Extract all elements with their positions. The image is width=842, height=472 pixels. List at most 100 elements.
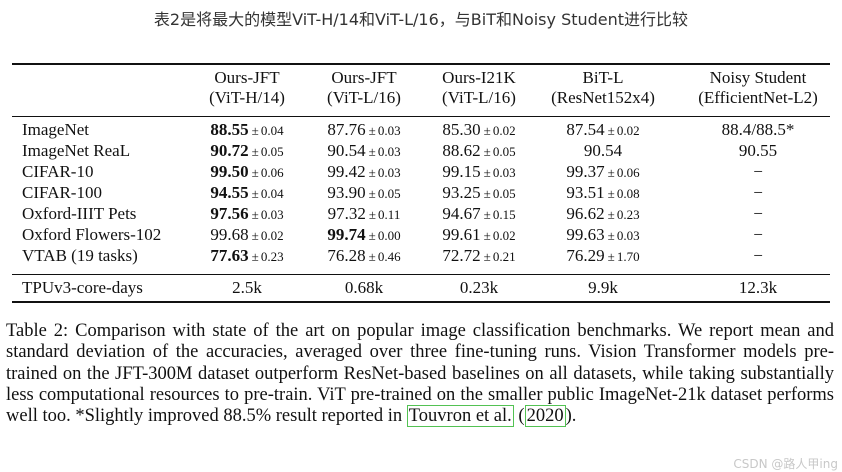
caption-paren-open: ( [513,406,525,427]
cell-std: ±0.08 [608,186,640,201]
plus-minus-sign: ± [483,165,491,180]
cell-std: ±0.05 [484,186,516,201]
cell-std: ±0.03 [369,123,401,138]
cell-std-value: 0.08 [616,186,640,201]
caption-text: Table 2: Comparison with state of the ar… [6,321,834,427]
cell-value: 90.54 [583,141,623,160]
cell-std: ±0.23 [608,207,640,222]
caption-paren-close: ). [565,406,577,427]
cell-std-value: 0.02 [492,228,516,243]
table-cell: 99.15 ±0.03 [399,161,559,183]
table-cell: 88.55 ±0.04 [167,119,327,141]
table-cell: 77.63 ±0.23 [167,245,327,267]
cell-value: 90.54 [327,141,366,160]
column-header-line2: (ViT-L/16) [327,88,401,107]
cell-std: ±0.06 [608,165,640,180]
cell-std: ±0.03 [608,228,640,243]
column-header-line1: Noisy Student [709,68,807,87]
header-rule [12,116,830,117]
table-cell: − [678,161,838,182]
cell-value: 94.55 [210,183,249,202]
table-cell: 99.50 ±0.06 [167,161,327,183]
plus-minus-sign: ± [368,144,376,159]
cell-value: 97.56 [210,204,249,223]
table-cell: 85.30 ±0.02 [399,119,559,141]
citation-link-year[interactable]: 2020 [524,405,566,428]
plus-minus-sign: ± [607,207,615,222]
table-cell: 90.54 ±0.03 [284,140,444,162]
plus-minus-sign: ± [251,165,259,180]
column-header-line2: (ViT-H/14) [209,88,285,107]
cell-std-value: 0.03 [377,165,401,180]
cell-value: 85.30 [442,120,481,139]
cell-value: 99.42 [327,162,366,181]
column-header-line2: (ViT-L/16) [442,88,516,107]
plus-minus-sign: ± [251,144,259,159]
row-label: Oxford Flowers-102 [22,225,162,244]
plus-minus-sign: ± [483,228,491,243]
table-cell: 87.76 ±0.03 [284,119,444,141]
plus-minus-sign: ± [483,186,491,201]
row-label: ImageNet ReaL [22,141,131,160]
cell-std: ±1.70 [608,249,640,264]
plus-minus-sign: ± [483,207,491,222]
plus-minus-sign: ± [368,165,376,180]
plus-minus-sign: ± [368,123,376,138]
column-header-line1: Ours-JFT [214,68,280,87]
cell-std-value: 0.03 [377,123,401,138]
table-cell: 88.62 ±0.05 [399,140,559,162]
cell-std-value: 0.06 [260,165,284,180]
table-cell: 99.74 ±0.00 [284,224,444,246]
table-cell: − [678,182,838,203]
citation-link-author[interactable]: Touvron et al. [406,405,514,428]
table-cell: − [678,203,838,224]
column-header: Ours-I21K (ViT-L/16) [399,68,559,108]
table-cell: 76.29 ±1.70 [523,245,683,267]
cell-std: ±0.02 [484,228,516,243]
cell-value: − [753,246,763,265]
table-cell: − [678,245,838,266]
column-header: BiT-L (ResNet152x4) [523,68,683,108]
row-label: CIFAR-100 [22,183,102,202]
footer-rule [12,274,830,275]
plus-minus-sign: ± [607,186,615,201]
table-cell: 96.62 ±0.23 [523,203,683,225]
watermark: CSDN @路人甲ing [733,457,838,471]
cell-std-value: 0.03 [377,144,401,159]
table-cell: 72.72 ±0.21 [399,245,559,267]
cell-value: 99.15 [442,162,481,181]
table-cell: 99.42 ±0.03 [284,161,444,183]
plus-minus-sign: ± [607,228,615,243]
cell-std: ±0.02 [252,228,284,243]
cell-value: 88.62 [442,141,481,160]
cell-std-value: 0.21 [492,249,516,264]
cell-std: ±0.05 [252,144,284,159]
cell-value: 93.25 [442,183,481,202]
plus-minus-sign: ± [607,165,615,180]
table-caption: Table 2: Comparison with state of the ar… [6,321,834,428]
table-cell: 94.55 ±0.04 [167,182,327,204]
cell-std-value: 0.15 [492,207,516,222]
cell-value: 88.4/88.5* [721,120,795,139]
table-cell: 87.54 ±0.02 [523,119,683,141]
plus-minus-sign: ± [251,249,259,264]
column-header: Ours-JFT (ViT-L/16) [284,68,444,108]
cell-value: 99.50 [210,162,249,181]
cell-std-value: 0.00 [377,228,401,243]
cell-value: 93.90 [327,183,366,202]
cell-std: ±0.03 [369,144,401,159]
cell-value: 88.55 [210,120,249,139]
plus-minus-sign: ± [251,186,259,201]
cell-std: ±0.21 [484,249,516,264]
column-header-line2: (ResNet152x4) [551,88,655,107]
cell-std-value: 0.05 [260,144,284,159]
table-bottom-rule [12,301,830,303]
plus-minus-sign: ± [251,123,259,138]
cell-std-value: 1.70 [616,249,640,264]
cell-std-value: 0.03 [492,165,516,180]
table-top-rule [12,63,830,65]
plus-minus-sign: ± [251,228,259,243]
table-cell: 99.68 ±0.02 [167,224,327,246]
column-header-line1: Ours-JFT [331,68,397,87]
table-cell: 90.55 [678,140,838,161]
